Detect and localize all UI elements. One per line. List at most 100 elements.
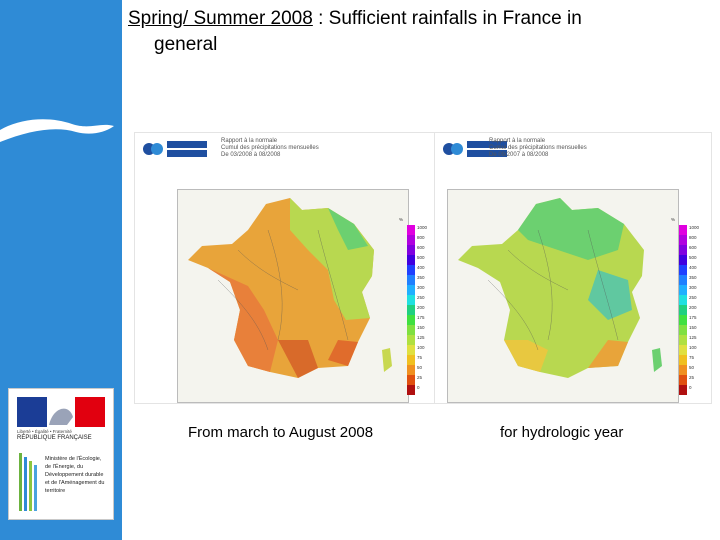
right-map-header: Rapport à la normale Cumul des précipita… — [435, 133, 711, 179]
left-header-line: Rapport à la normale — [221, 138, 278, 144]
scale-swatch — [679, 285, 687, 295]
scale-swatch — [679, 225, 687, 235]
wave-logo-icon — [0, 119, 114, 142]
scale-tick-label: 175 — [689, 315, 697, 320]
france-rainfall-map-right — [458, 198, 662, 378]
scale-swatch — [407, 305, 415, 315]
emblem-motto: Liberté • Égalité • Fraternité — [17, 429, 72, 434]
scale-tick-label: 800 — [417, 235, 425, 240]
scale-tick-label: 0 — [689, 385, 692, 390]
scale-swatch — [679, 335, 687, 345]
scale-swatch — [679, 385, 687, 395]
emblem-republic: RÉPUBLIQUE FRANÇAISE — [17, 435, 92, 441]
scale-swatch — [679, 255, 687, 265]
scale-tick-label: 800 — [689, 235, 697, 240]
scale-tick-label: 250 — [689, 295, 697, 300]
right-map-panel: Rapport à la normale Cumul des précipita… — [434, 132, 712, 404]
scale-tick-label: 300 — [417, 285, 425, 290]
scale-tick-label: 200 — [689, 305, 697, 310]
scale-swatch — [407, 225, 415, 235]
scale-tick-label: 50 — [417, 365, 423, 370]
scale-swatch — [407, 295, 415, 305]
emblem-ministry: Ministère de l'Écologie, de l'Énergie, d… — [45, 456, 105, 494]
scale-tick-label: 75 — [689, 355, 695, 360]
scale-tick-label: 300 — [689, 285, 697, 290]
scale-tick-label: 200 — [417, 305, 425, 310]
scale-swatch — [407, 375, 415, 385]
scale-swatch — [407, 315, 415, 325]
scale-swatch — [407, 255, 415, 265]
scale-tick-label: 250 — [417, 295, 425, 300]
left-map-panel: Rapport à la normale Cumul des précipita… — [134, 132, 436, 404]
scale-tick-label: 100 — [689, 345, 697, 350]
scale-swatch — [679, 305, 687, 315]
scale-swatch — [679, 275, 687, 285]
scale-tick-label: 600 — [417, 245, 425, 250]
scale-unit: % — [671, 217, 676, 222]
scale-tick-label: 400 — [417, 265, 425, 270]
france-rainfall-map-left — [188, 198, 392, 378]
right-header-line: Rapport à la normale — [489, 138, 546, 144]
scale-tick-label: 125 — [689, 335, 697, 340]
scale-swatch — [679, 235, 687, 245]
scale-tick-label: 175 — [417, 315, 425, 320]
scale-swatch — [407, 355, 415, 365]
scale-swatch — [679, 325, 687, 335]
scale-tick-label: 50 — [689, 365, 695, 370]
scale-swatch — [679, 345, 687, 355]
scale-swatch — [407, 285, 415, 295]
scale-tick-label: 1000 — [417, 225, 428, 230]
right-color-scale: % 1000 800 600 500 400 350 300 250 200 175 150 125 10… — [671, 217, 699, 395]
scale-tick-label: 500 — [689, 255, 697, 260]
scale-tick-label: 100 — [417, 345, 425, 350]
left-header-line: Cumul des précipitations mensuelles — [221, 145, 319, 151]
scale-swatch — [679, 355, 687, 365]
scale-tick-label: 125 — [417, 335, 425, 340]
scale-tick-label: 400 — [689, 265, 697, 270]
right-map-caption: for hydrologic year — [500, 424, 624, 441]
scale-swatch — [679, 245, 687, 255]
scale-swatch — [407, 245, 415, 255]
scale-tick-label: 75 — [417, 355, 423, 360]
right-map-frame — [447, 189, 679, 403]
scale-swatch — [407, 325, 415, 335]
scale-tick-label: 500 — [417, 255, 425, 260]
scale-swatch — [407, 345, 415, 355]
left-header-line: De 03/2008 à 08/2008 — [221, 152, 281, 158]
scale-swatch — [407, 265, 415, 275]
meteo-france-logo-icon — [143, 141, 207, 157]
scale-swatch — [407, 235, 415, 245]
scale-tick-label: 25 — [417, 375, 423, 380]
scale-tick-label: 1000 — [689, 225, 700, 230]
scale-tick-label: 600 — [689, 245, 697, 250]
right-header-line: De 09/2007 à 08/2008 — [489, 152, 549, 158]
marianne-flag-icon — [17, 397, 105, 427]
ministry-stripes-icon — [19, 453, 37, 511]
meteo-france-logo-icon — [443, 141, 507, 157]
title-underlined: Spring/ Summer 2008 — [128, 8, 313, 29]
scale-swatch — [407, 275, 415, 285]
scale-swatch — [679, 315, 687, 325]
scale-swatch — [679, 375, 687, 385]
scale-swatch — [679, 365, 687, 375]
scale-tick-label: 350 — [689, 275, 697, 280]
scale-tick-label: 0 — [417, 385, 420, 390]
title-line2: general — [154, 34, 218, 55]
slide-title: Spring/ Summer 2008 : Sufficient rainfal… — [128, 6, 708, 58]
scale-swatch — [679, 265, 687, 275]
right-header-line: Cumul des précipitations mensuelles — [489, 145, 587, 151]
scale-tick-label: 25 — [689, 375, 695, 380]
left-map-caption: From march to August 2008 — [188, 424, 374, 441]
left-map-frame — [177, 189, 409, 403]
scale-swatch — [407, 365, 415, 375]
scale-swatch — [407, 385, 415, 395]
scale-tick-label: 150 — [689, 325, 697, 330]
scale-swatch — [679, 295, 687, 305]
left-map-header: Rapport à la normale Cumul des précipita… — [135, 133, 435, 179]
government-emblem: Liberté • Égalité • Fraternité RÉPUBLIQU… — [8, 388, 114, 520]
scale-unit: % — [399, 217, 404, 222]
scale-tick-label: 350 — [417, 275, 425, 280]
title-rest: : Sufficient rainfalls in France in — [312, 8, 582, 29]
scale-tick-label: 150 — [417, 325, 425, 330]
left-color-scale: % 1000 800 600 500 400 350 300 250 200 175 150 125 10… — [399, 217, 427, 395]
